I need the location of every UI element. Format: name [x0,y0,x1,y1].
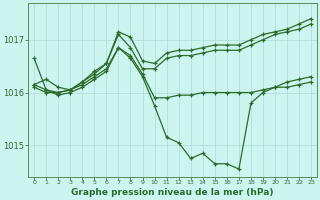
X-axis label: Graphe pression niveau de la mer (hPa): Graphe pression niveau de la mer (hPa) [71,188,274,197]
